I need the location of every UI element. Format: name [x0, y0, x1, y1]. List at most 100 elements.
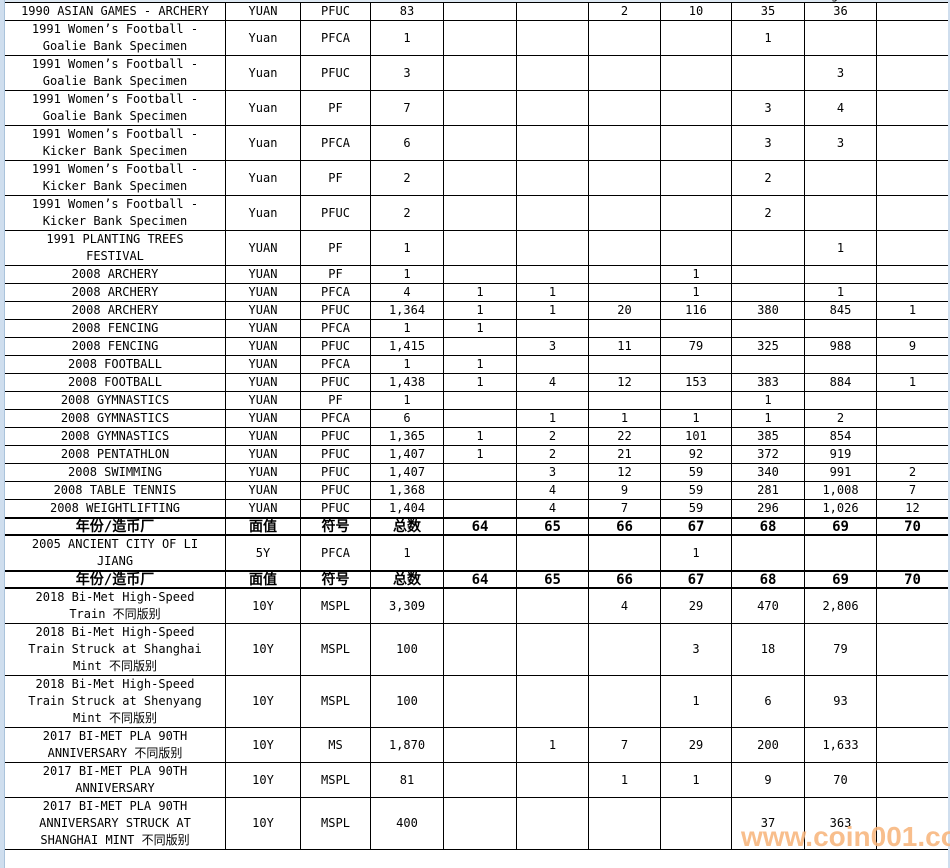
grade-69-cell[interactable]: 988	[804, 337, 877, 356]
grade-70-cell[interactable]: 1	[876, 301, 949, 320]
grade-70-cell[interactable]	[876, 319, 949, 338]
grade-symbol-cell[interactable]: PFCA	[300, 534, 371, 572]
grade-66-cell[interactable]	[588, 20, 661, 56]
grade-67-cell[interactable]: 59	[660, 499, 732, 519]
grade-68-cell[interactable]	[731, 283, 805, 302]
grade-70-cell[interactable]	[876, 587, 949, 624]
grade-65-cell[interactable]	[516, 265, 589, 284]
grade-64-cell[interactable]	[443, 534, 517, 572]
grade-67-cell[interactable]: 59	[660, 463, 732, 482]
grade-68-cell[interactable]	[731, 355, 805, 374]
grade-67-cell[interactable]: 3	[660, 623, 732, 676]
grade-67-cell[interactable]	[660, 797, 732, 850]
header-cell[interactable]: 66	[588, 517, 661, 536]
header-cell[interactable]: 69	[804, 570, 877, 589]
grade-68-cell[interactable]: 6	[731, 675, 805, 728]
grade-70-cell[interactable]: 7	[876, 481, 949, 500]
grade-68-cell[interactable]	[731, 230, 805, 266]
grade-70-cell[interactable]	[876, 675, 949, 728]
grade-64-cell[interactable]: 1	[443, 301, 517, 320]
denomination-cell[interactable]: YUAN	[225, 319, 301, 338]
grade-69-cell[interactable]: 991	[804, 463, 877, 482]
desc-cell[interactable]: 1991 Women’s Football - Kicker Bank Spec…	[4, 125, 226, 161]
grade-70-cell[interactable]	[876, 762, 949, 798]
grade-64-cell[interactable]	[443, 391, 517, 410]
desc-cell[interactable]: 2005 ANCIENT CITY OF LI JIANG	[4, 534, 226, 572]
grade-67-cell[interactable]	[660, 391, 732, 410]
grade-symbol-cell[interactable]: PF	[300, 230, 371, 266]
denomination-cell[interactable]: YUAN	[225, 230, 301, 266]
grade-70-cell[interactable]	[876, 265, 949, 284]
denomination-cell[interactable]: Yuan	[225, 90, 301, 126]
grade-70-cell[interactable]	[876, 195, 949, 231]
header-cell[interactable]: 67	[660, 570, 732, 589]
grade-68-cell[interactable]: 372	[731, 445, 805, 464]
total-cell[interactable]: 400	[370, 797, 444, 850]
grade-symbol-cell[interactable]: PFUC	[300, 373, 371, 392]
denomination-cell[interactable]: YUAN	[225, 2, 301, 21]
header-cell[interactable]: 64	[443, 570, 517, 589]
desc-cell[interactable]: 1991 Women’s Football - Kicker Bank Spec…	[4, 160, 226, 196]
denomination-cell[interactable]: YUAN	[225, 481, 301, 500]
total-cell[interactable]: 1,870	[370, 727, 444, 763]
grade-67-cell[interactable]: 1	[660, 409, 732, 428]
grade-68-cell[interactable]: 281	[731, 481, 805, 500]
grade-69-cell[interactable]	[804, 265, 877, 284]
grade-64-cell[interactable]	[443, 499, 517, 519]
total-cell[interactable]: 100	[370, 675, 444, 728]
grade-65-cell[interactable]	[516, 534, 589, 572]
denomination-cell[interactable]: 10Y	[225, 727, 301, 763]
grade-66-cell[interactable]	[588, 265, 661, 284]
grade-70-cell[interactable]: 9	[876, 337, 949, 356]
grade-69-cell[interactable]: 70	[804, 762, 877, 798]
denomination-cell[interactable]: 10Y	[225, 675, 301, 728]
grade-65-cell[interactable]	[516, 90, 589, 126]
grade-69-cell[interactable]: 4	[804, 90, 877, 126]
denomination-cell[interactable]: YUAN	[225, 355, 301, 374]
grade-66-cell[interactable]	[588, 355, 661, 374]
grade-69-cell[interactable]	[804, 391, 877, 410]
grade-70-cell[interactable]	[876, 391, 949, 410]
header-cell[interactable]: 总数	[370, 517, 444, 536]
denomination-cell[interactable]: YUAN	[225, 283, 301, 302]
grade-symbol-cell[interactable]: MSPL	[300, 762, 371, 798]
grade-64-cell[interactable]	[443, 762, 517, 798]
header-cell[interactable]: 符号	[300, 570, 371, 589]
denomination-cell[interactable]: 5Y	[225, 534, 301, 572]
grade-67-cell[interactable]: 79	[660, 337, 732, 356]
grade-65-cell[interactable]	[516, 587, 589, 624]
grade-66-cell[interactable]: 12	[588, 463, 661, 482]
total-cell[interactable]: 1,415	[370, 337, 444, 356]
total-cell[interactable]: 1,404	[370, 499, 444, 519]
grade-69-cell[interactable]: 884	[804, 373, 877, 392]
grade-69-cell[interactable]: 2	[804, 409, 877, 428]
grade-68-cell[interactable]: 35	[731, 2, 805, 21]
grade-67-cell[interactable]	[660, 125, 732, 161]
grade-67-cell[interactable]	[660, 230, 732, 266]
grade-66-cell[interactable]: 7	[588, 727, 661, 763]
grade-67-cell[interactable]: 1	[660, 265, 732, 284]
grade-70-cell[interactable]	[876, 20, 949, 56]
grade-66-cell[interactable]	[588, 283, 661, 302]
grade-68-cell[interactable]: 1	[731, 20, 805, 56]
grade-symbol-cell[interactable]: MS	[300, 727, 371, 763]
grade-65-cell[interactable]: 4	[516, 373, 589, 392]
grade-70-cell[interactable]: 2	[876, 463, 949, 482]
desc-cell[interactable]: 2008 GYMNASTICS	[4, 409, 226, 428]
total-cell[interactable]: 6	[370, 125, 444, 161]
grade-65-cell[interactable]: 2	[516, 427, 589, 446]
grade-symbol-cell[interactable]: PFCA	[300, 319, 371, 338]
total-cell[interactable]: 1	[370, 265, 444, 284]
grade-69-cell[interactable]	[804, 534, 877, 572]
desc-cell[interactable]: 1991 PLANTING TREES FESTIVAL	[4, 230, 226, 266]
grade-68-cell[interactable]: 3	[731, 125, 805, 161]
grade-symbol-cell[interactable]: PFCA	[300, 409, 371, 428]
total-cell[interactable]: 83	[370, 2, 444, 21]
grade-64-cell[interactable]	[443, 55, 517, 91]
grade-70-cell[interactable]	[876, 623, 949, 676]
denomination-cell[interactable]: YUAN	[225, 463, 301, 482]
grade-69-cell[interactable]: 3	[804, 125, 877, 161]
total-cell[interactable]: 1	[370, 230, 444, 266]
grade-67-cell[interactable]	[660, 195, 732, 231]
desc-cell[interactable]: 2017 BI-MET PLA 90TH ANNIVERSARY STRUCK …	[4, 797, 226, 850]
